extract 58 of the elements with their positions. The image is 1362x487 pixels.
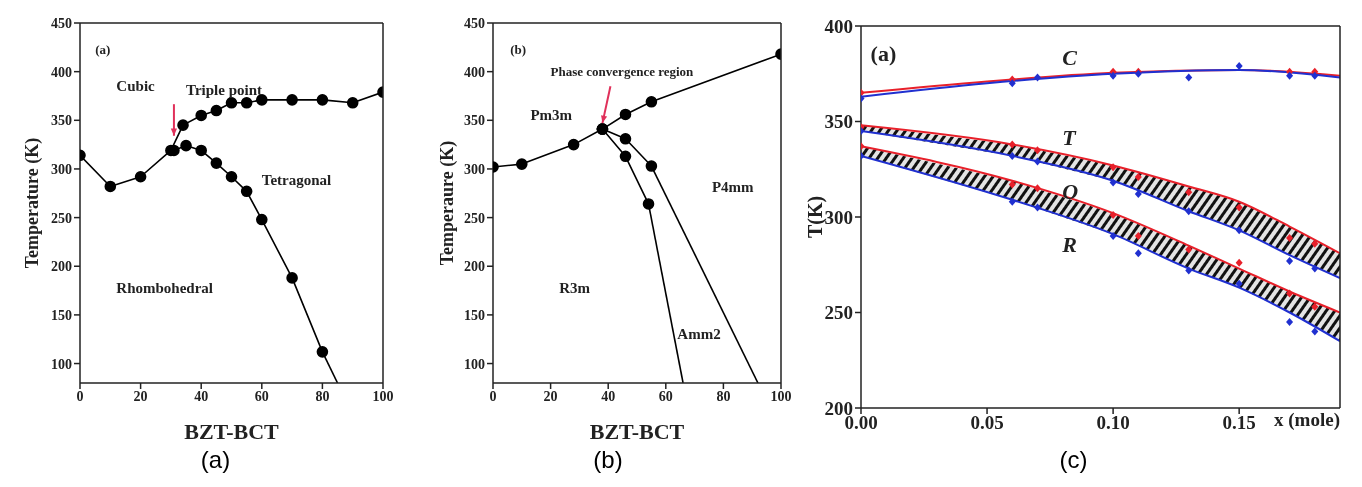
y-axis-title: Temperaure (K) [437, 140, 459, 266]
x-tick-label: 100 [372, 388, 394, 404]
y-tick-label: 100 [51, 356, 72, 372]
x-tick-label: 0 [76, 388, 84, 404]
text: (c) [1058, 446, 1089, 474]
annotation: P4mm [711, 178, 755, 195]
y-tick-label: 150 [464, 307, 485, 323]
annotation: Rhombohedral [116, 279, 214, 296]
x-tick-label: 80 [716, 388, 731, 404]
annotation: Amm2 [677, 326, 721, 343]
annotation: Triple point [186, 81, 263, 98]
x-tick-label: 0.15 [1222, 412, 1256, 434]
x-tick-label: 60 [254, 388, 269, 404]
y-tick-label: 350 [464, 113, 485, 129]
y-tick-label: 400 [824, 15, 853, 37]
annotation: Tetragonal [261, 171, 332, 188]
x-tick-label: 40 [194, 388, 209, 404]
annotation: (a) [95, 42, 111, 58]
annotation: T [1062, 125, 1078, 151]
y-tick-label: 250 [824, 302, 853, 324]
x-tick-label: 60 [658, 388, 673, 404]
x-axis-title: x (mole) [1274, 409, 1340, 432]
annotation: Cubic [116, 78, 156, 95]
y-tick-label: 250 [464, 210, 485, 226]
y-tick-label: 400 [51, 64, 72, 80]
x-axis-title: BZT-BCT [589, 419, 685, 444]
y-tick-label: 150 [51, 307, 72, 323]
x-tick-label: 40 [601, 388, 616, 404]
x-tick-label: 20 [543, 388, 558, 404]
y-tick-label: 450 [51, 15, 72, 31]
annotation: O [1062, 178, 1079, 204]
y-tick-label: 300 [464, 161, 485, 177]
x-tick-label: 0 [489, 388, 497, 404]
annotation: (b) [510, 42, 527, 58]
annotation: R3m [559, 279, 591, 296]
annotation: C [1062, 44, 1078, 70]
y-tick-label: 300 [51, 161, 72, 177]
annotation: (a) [870, 41, 897, 67]
x-tick-label: 100 [770, 388, 792, 404]
x-tick-label: 20 [133, 388, 148, 404]
text: (b) [592, 446, 624, 474]
y-tick-label: 350 [824, 111, 853, 133]
x-tick-label: 80 [315, 388, 330, 404]
y-tick-label: 400 [464, 64, 485, 80]
y-tick-label: 200 [464, 259, 485, 275]
y-tick-label: 350 [51, 113, 72, 129]
annotation: Phase convergence region [550, 63, 695, 79]
y-tick-label: 100 [464, 356, 485, 372]
annotation: R [1061, 232, 1077, 258]
annotation: Pm3m [530, 106, 573, 123]
x-tick-label: 0.10 [1096, 412, 1130, 434]
text: (a) [199, 446, 232, 474]
y-tick-label: 450 [464, 15, 485, 31]
y-axis-title: Temperature (K) [22, 137, 44, 269]
x-tick-label: 0.05 [970, 412, 1004, 434]
y-tick-label: 250 [51, 210, 72, 226]
x-axis-title: BZT-BCT [184, 419, 280, 444]
y-tick-label: 200 [51, 259, 72, 275]
